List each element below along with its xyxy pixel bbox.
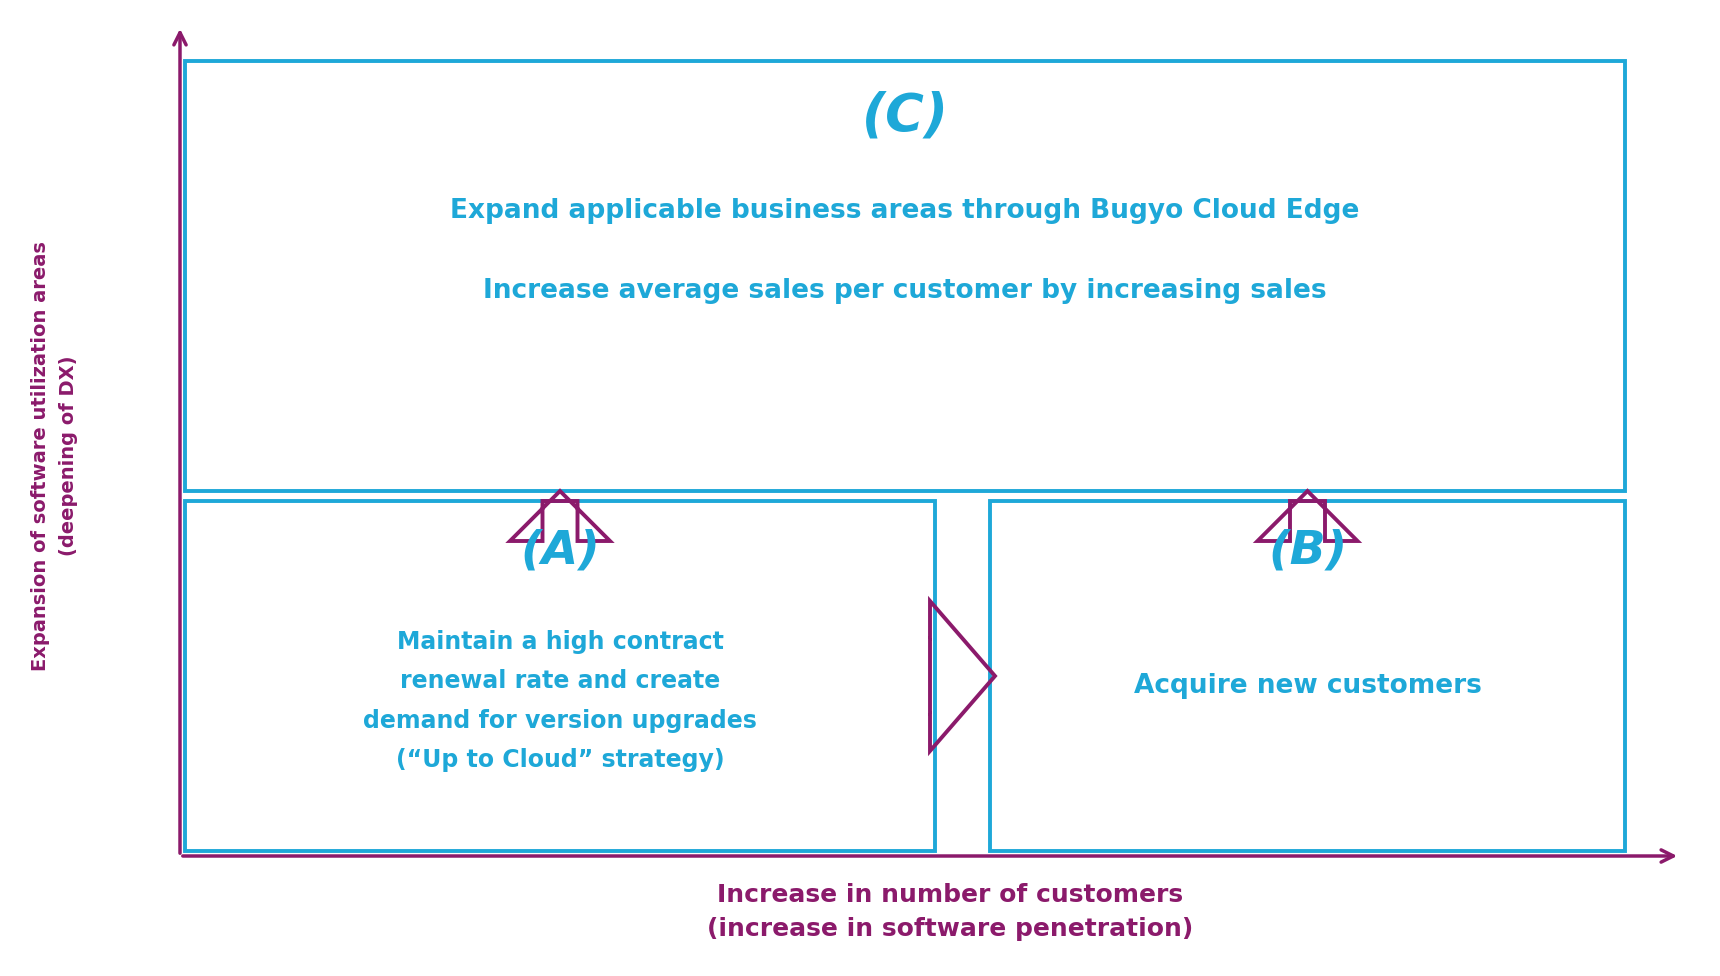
Text: (A): (A) [519, 528, 600, 574]
Bar [186, 61, 1625, 491]
Text: Maintain a high contract
renewal rate and create
demand for version upgrades
(“U: Maintain a high contract renewal rate an… [363, 630, 757, 772]
Text: Increase average sales per customer by increasing sales: Increase average sales per customer by i… [483, 278, 1326, 304]
Text: (C): (C) [862, 90, 948, 142]
Text: Expansion of software utilization areas
(deepening of DX): Expansion of software utilization areas … [31, 241, 79, 671]
Text: Expand applicable business areas through Bugyo Cloud Edge: Expand applicable business areas through… [451, 198, 1361, 224]
Text: (B): (B) [1268, 528, 1347, 574]
Text: Acquire new customers: Acquire new customers [1133, 673, 1481, 699]
Bar [991, 501, 1625, 851]
Text: Increase in number of customers
(increase in software penetration): Increase in number of customers (increas… [707, 883, 1194, 941]
Bar [186, 501, 936, 851]
